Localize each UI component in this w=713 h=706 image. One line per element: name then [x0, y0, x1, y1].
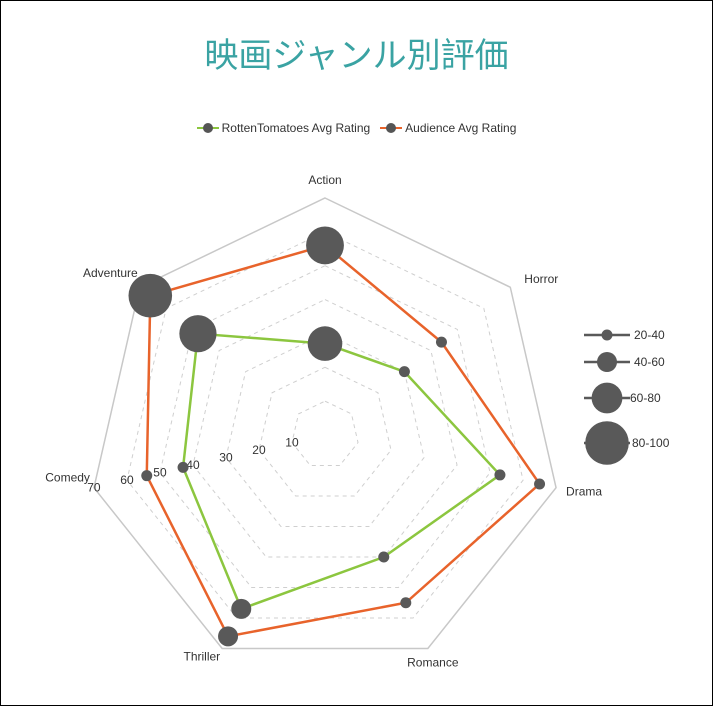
bubble-rottentomatoes-adventure [179, 315, 217, 353]
bubble-audience-horror [435, 336, 447, 348]
category-label-romance: Romance [407, 656, 459, 670]
tick-label-20: 20 [252, 443, 266, 457]
bubble-audience-action [306, 226, 344, 265]
tick-label-50: 50 [153, 466, 167, 480]
category-label-drama: Drama [566, 485, 602, 499]
legend-swatch-audience [380, 122, 403, 134]
bubble-rottentomatoes-action [307, 326, 343, 361]
tick-label-10: 10 [285, 436, 299, 450]
grid-ring-30 [225, 332, 425, 528]
bubble-rottentomatoes-drama [494, 469, 506, 481]
bubble-audience-romance [400, 597, 412, 609]
category-label-horror: Horror [524, 272, 558, 286]
grid-ring-20 [258, 366, 392, 497]
bubble-audience-drama [534, 478, 546, 490]
series-legend: RottenTomatoes Avg Rating Audience Avg R… [0, 121, 713, 135]
tick-label-60: 60 [120, 473, 134, 487]
bubble-audience-adventure [128, 273, 173, 318]
grid-ring-40 [192, 299, 458, 558]
size-legend-marker-1 [597, 352, 617, 372]
size-legend-marker-0 [601, 329, 613, 341]
grid-ring-70 [93, 197, 557, 650]
size-legend-marker-2 [591, 382, 623, 414]
legend-label-rottentomatoes: RottenTomatoes Avg Rating [221, 121, 371, 135]
legend-item-audience[interactable]: Audience Avg Rating [380, 121, 516, 135]
grid-ring-60 [126, 231, 524, 619]
grid-ring-50 [159, 265, 491, 589]
grid-ring-10 [291, 400, 359, 467]
bubble-audience-thriller [218, 626, 239, 647]
legend-swatch-rottentomatoes [196, 122, 219, 134]
bubble-audience-comedy [141, 470, 153, 482]
size-legend-marker-3 [585, 421, 629, 465]
category-label-adventure: Adventure [83, 266, 138, 280]
legend-item-rottentomatoes[interactable]: RottenTomatoes Avg Rating [196, 121, 371, 135]
size-legend-label-0: 20-40 [634, 328, 665, 342]
category-label-comedy: Comedy [45, 471, 90, 485]
bubble-rottentomatoes-horror [398, 366, 410, 378]
category-label-thriller: Thriller [183, 650, 220, 664]
legend-label-audience: Audience Avg Rating [405, 121, 517, 135]
size-legend-label-1: 40-60 [634, 355, 665, 369]
bubble-rottentomatoes-thriller [231, 598, 252, 619]
category-label-action: Action [308, 173, 341, 187]
chart-title: 映画ジャンル別評価 [204, 36, 509, 76]
series-line-audience [145, 244, 542, 638]
tick-label-70: 70 [87, 481, 101, 495]
bubble-rottentomatoes-romance [378, 551, 390, 563]
tick-label-40: 40 [186, 458, 200, 472]
series-line-rottentomatoes [181, 332, 502, 611]
size-legend-label-3: 80-100 [632, 436, 670, 450]
size-legend-label-2: 60-80 [630, 391, 661, 405]
bubble-rottentomatoes-comedy [177, 461, 189, 473]
tick-label-30: 30 [219, 451, 233, 465]
